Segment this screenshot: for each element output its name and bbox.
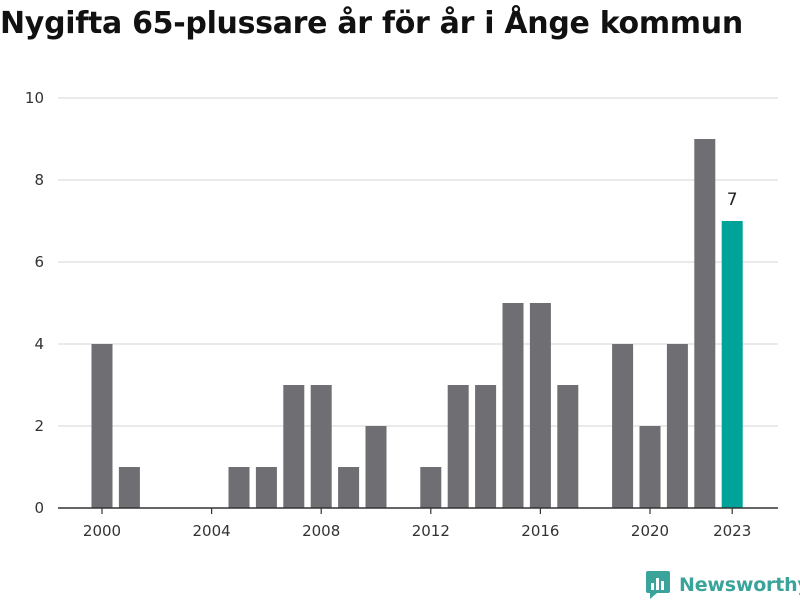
y-tick-label: 6: [34, 253, 44, 271]
y-tick-label: 0: [34, 499, 44, 517]
x-axis: 2000 2004 2008 2012 2016 2020 2023: [58, 507, 778, 540]
newsworthy-logo: Newsworthy: [645, 570, 800, 600]
y-tick-label: 2: [34, 417, 44, 435]
bar-2007: [283, 385, 305, 508]
x-tick-label: 2004: [193, 522, 231, 540]
bar-2006: [255, 467, 277, 508]
chart-bubble-icon: [646, 571, 670, 599]
bar-2017: [557, 385, 579, 508]
bar-2014: [475, 385, 497, 508]
bar-2010: [365, 426, 387, 508]
bar-2005: [228, 467, 250, 508]
y-tick-label: 4: [34, 335, 44, 353]
bar-2020: [639, 426, 661, 508]
bar-2022: [694, 139, 716, 508]
bar-2015: [502, 303, 524, 508]
bar-2023: [721, 221, 743, 508]
bar-2013: [447, 385, 469, 508]
brand-name: Newsworthy: [679, 574, 800, 596]
x-tick-label: 2008: [302, 522, 340, 540]
bar-2016: [529, 303, 551, 508]
bar-2008: [310, 385, 332, 508]
bar-2021: [666, 344, 688, 508]
data-label-highlight: 7: [727, 190, 738, 210]
bars: [91, 139, 743, 508]
x-tick-label: 2000: [83, 522, 121, 540]
bar-2012: [420, 467, 442, 508]
x-tick-label: 2016: [521, 522, 559, 540]
bar-2000: [91, 344, 113, 508]
data-labels: 7: [727, 190, 738, 210]
y-axis-ticks: 0 2 4 6 8 10: [25, 89, 44, 517]
chart-title: Nygifta 65-plussare år för år i Ånge kom…: [0, 6, 743, 41]
bar-2001: [118, 467, 140, 508]
x-tick-label: 2012: [412, 522, 450, 540]
y-tick-label: 10: [25, 89, 44, 107]
bar-2019: [612, 344, 634, 508]
x-tick-label: 2020: [631, 522, 669, 540]
y-tick-label: 8: [34, 171, 44, 189]
x-tick-label: 2023: [713, 522, 751, 540]
bar-2009: [338, 467, 360, 508]
